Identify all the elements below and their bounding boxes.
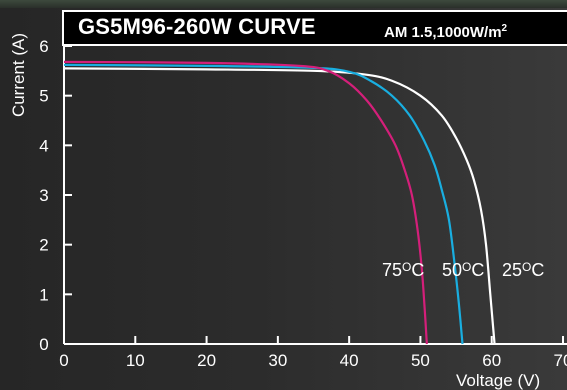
x-tick-label: 60 (482, 351, 501, 370)
y-tick-label: 3 (39, 186, 48, 205)
unit-c: C (471, 260, 485, 280)
curves (63, 60, 496, 345)
temp-label-25: 25OC (502, 260, 544, 281)
temp-label-75: 75OC (382, 260, 424, 281)
x-tick-label: 30 (268, 351, 287, 370)
y-tick-label: 1 (39, 285, 48, 304)
degree-symbol: O (522, 260, 532, 274)
curve-50c (63, 63, 464, 345)
degree-symbol: O (462, 260, 472, 274)
x-tick-label: 70 (554, 351, 567, 370)
title-box (62, 10, 567, 46)
test-condition: AM 1.5,1000W/m2 (384, 23, 507, 41)
x-tick-label: 10 (126, 351, 145, 370)
x-tick-label: 40 (340, 351, 359, 370)
curve-75c (63, 60, 428, 345)
temp-label-50: 50OC (442, 260, 484, 281)
chart-title: GS5M96-260W CURVE (78, 14, 316, 39)
x-axis-label: Voltage (V) (456, 371, 541, 390)
condition-superscript: 2 (501, 23, 508, 34)
x-tick-label: 50 (411, 351, 430, 370)
degree-symbol: O (402, 260, 412, 274)
y-tick-label: 6 (39, 37, 48, 56)
temp-25-value: 25 (502, 260, 523, 280)
y-tick-label: 0 (39, 335, 48, 354)
curve-25c (63, 67, 496, 345)
ticks: 0123456010203040506070 (39, 37, 567, 370)
y-tick-label: 4 (39, 136, 48, 155)
top-band (0, 0, 567, 8)
x-tick-label: 20 (197, 351, 216, 370)
condition-text: AM 1.5,1000W/m (384, 24, 502, 41)
y-tick-label: 2 (39, 236, 48, 255)
x-tick-label: 0 (59, 351, 68, 370)
y-axis-label: Current (A) (9, 32, 28, 118)
unit-c: C (531, 260, 545, 280)
temp-75-value: 75 (382, 260, 403, 280)
unit-c: C (411, 260, 425, 280)
temp-50-value: 50 (442, 260, 463, 280)
y-tick-label: 5 (39, 87, 48, 106)
